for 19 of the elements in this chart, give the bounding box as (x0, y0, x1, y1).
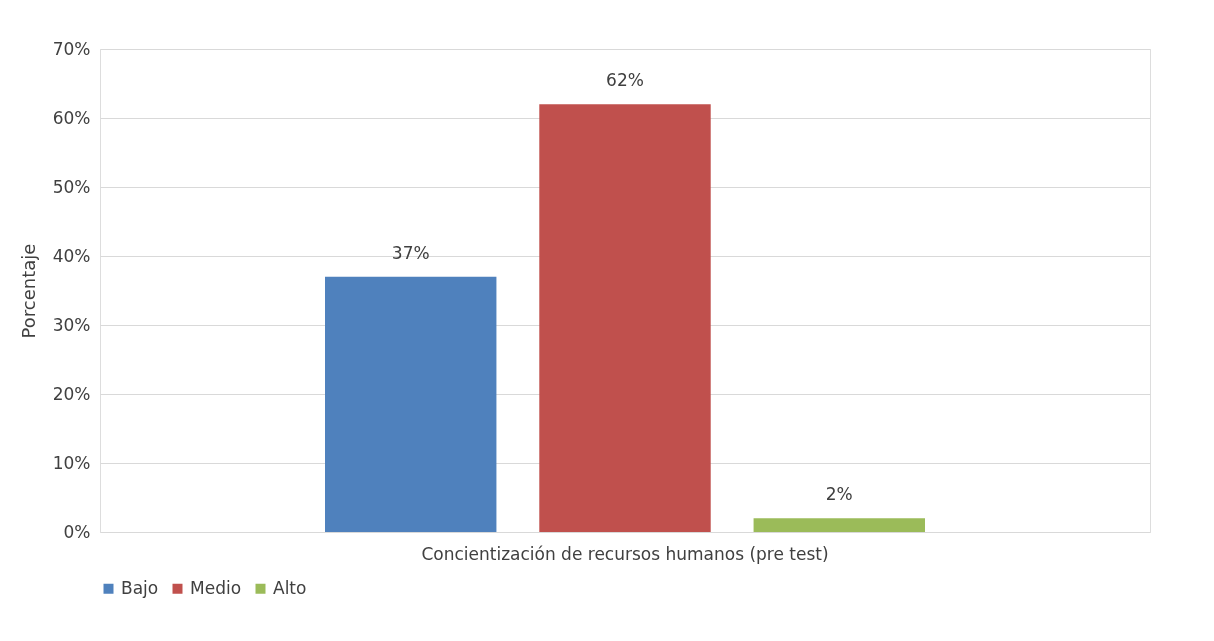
bar (539, 104, 711, 532)
y-tick-label: 10% (52, 452, 91, 473)
y-tick-label: 20% (52, 383, 91, 404)
legend-label: Alto (273, 577, 307, 598)
y-tick-label: 60% (52, 107, 91, 128)
bar (753, 518, 925, 532)
bar (325, 276, 497, 532)
y-tick-label: 30% (52, 314, 91, 335)
y-tick-label: 40% (52, 245, 91, 266)
legend-label: Medio (190, 577, 242, 598)
y-axis-title: Porcentaje (17, 243, 39, 339)
data-label: 37% (391, 242, 430, 263)
data-label: 2% (825, 484, 853, 505)
y-tick-label: 70% (52, 38, 91, 59)
y-tick-label: 50% (52, 176, 91, 197)
y-tick-label: 0% (63, 521, 91, 542)
data-label: 62% (606, 70, 644, 91)
legend-label: Bajo (121, 577, 159, 598)
x-tick-label: Concientización de recursos humanos (pre test) (421, 543, 829, 564)
